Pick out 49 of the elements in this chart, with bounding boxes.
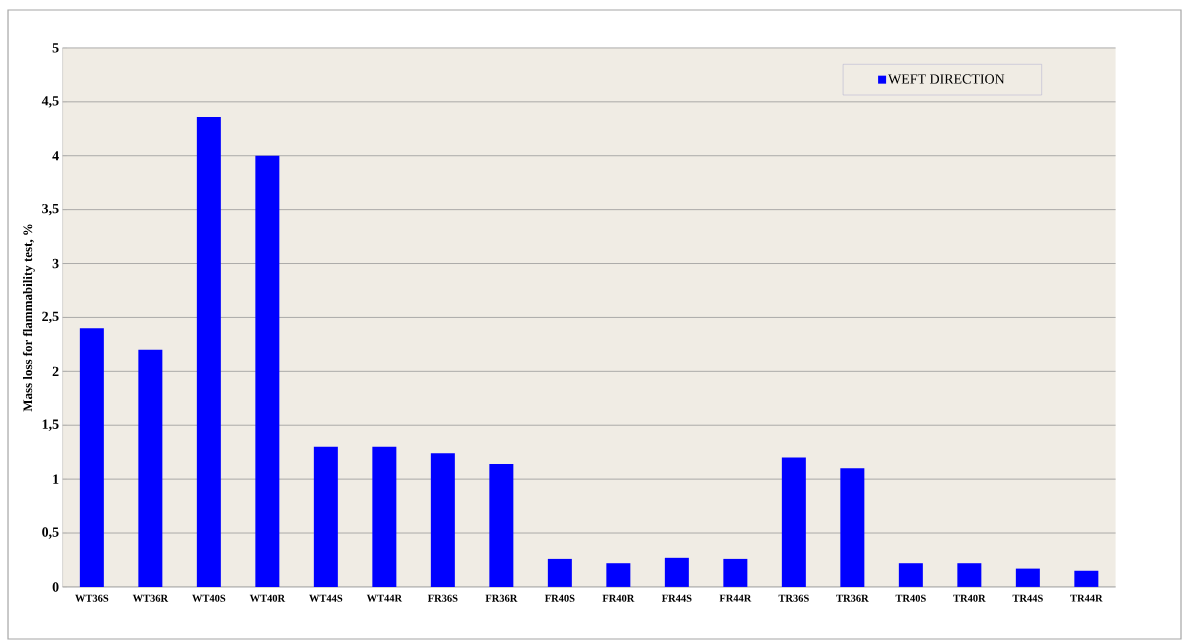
x-tick-label: FR40R — [602, 594, 635, 602]
y-tick-label: 4 — [52, 151, 59, 161]
x-tick-label: WT44R — [366, 594, 403, 602]
bar — [547, 558, 572, 587]
x-tick-label: WT44S — [309, 594, 343, 602]
x-tick-label: TR40S — [895, 594, 926, 602]
x-tick-label: FR44R — [719, 594, 752, 602]
bar — [196, 116, 221, 587]
x-tick-label: TR36R — [836, 594, 869, 602]
bar — [255, 155, 280, 587]
x-tick-label: WT40S — [192, 594, 226, 602]
bar — [79, 328, 104, 587]
x-tick-label: WT40R — [249, 594, 286, 602]
x-tick-label: TR40R — [953, 594, 986, 602]
bar — [1015, 568, 1040, 587]
bar — [898, 563, 923, 587]
bar — [138, 349, 163, 587]
bar — [606, 563, 631, 587]
bar — [957, 563, 982, 587]
y-tick-label: 1,5 — [42, 419, 59, 431]
y-tick-label: 3 — [52, 258, 59, 269]
x-tick-label: TR44S — [1012, 594, 1043, 602]
x-tick-label: FR36R — [485, 594, 518, 602]
y-tick-label: 0,5 — [42, 527, 59, 539]
x-tick-label: TR36S — [778, 594, 809, 602]
y-tick-label: 2,5 — [42, 311, 59, 324]
x-tick-label: FR40S — [544, 594, 575, 602]
y-axis-title: Mass loss for flammability test, % — [22, 224, 35, 412]
bar — [723, 558, 748, 587]
y-tick-label: 0 — [52, 582, 59, 592]
y-tick-label: 1 — [53, 474, 59, 484]
x-tick-label: WT36R — [132, 594, 169, 602]
bar — [781, 457, 806, 587]
bar — [430, 453, 455, 587]
bar — [313, 446, 338, 587]
x-tick-label: FR36S — [427, 594, 458, 602]
y-tick-label: 2 — [52, 366, 59, 376]
y-tick-label: 3,5 — [42, 203, 59, 216]
bar — [1074, 570, 1099, 587]
x-tick-label: TR44R — [1070, 594, 1103, 602]
bar — [840, 468, 865, 587]
legend-label: WEFT DIRECTION — [888, 74, 1005, 84]
x-tick-label: FR44S — [661, 594, 692, 602]
bar — [489, 464, 514, 587]
y-tick-label: 5 — [52, 43, 59, 53]
bar — [664, 557, 689, 587]
y-tick-label: 4,5 — [41, 96, 59, 108]
bar — [372, 446, 397, 587]
x-tick-label: WT36S — [75, 594, 109, 602]
